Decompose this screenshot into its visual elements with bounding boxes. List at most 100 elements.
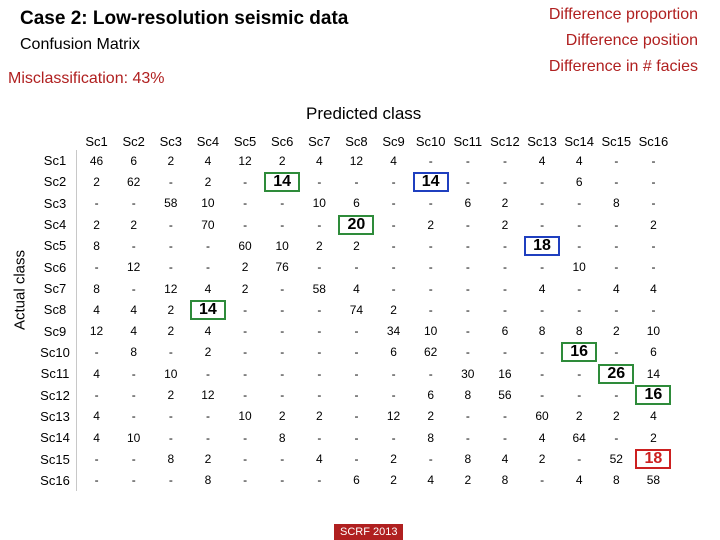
highlighted-value: 26 — [598, 363, 635, 384]
row-header-divider — [76, 150, 77, 491]
matrix-cell: 14 — [412, 171, 449, 192]
note-difference-facies: Difference in # facies — [548, 58, 698, 75]
matrix-cell: - — [131, 366, 136, 381]
matrix-cell: 70 — [201, 217, 215, 232]
matrix-cell: 10 — [164, 366, 178, 381]
matrix-cell: - — [614, 174, 619, 189]
highlighted-value: 14 — [264, 171, 301, 192]
matrix-cell: 8 — [612, 196, 620, 211]
matrix-cell: - — [354, 260, 359, 275]
matrix-cell: - — [131, 409, 136, 424]
matrix-cell: - — [540, 345, 545, 360]
matrix-cell: - — [280, 366, 285, 381]
matrix-cell: 2 — [315, 409, 323, 424]
matrix-cell: 4 — [427, 473, 435, 488]
matrix-cell: 4 — [315, 153, 323, 168]
matrix-cell: 4 — [130, 324, 138, 339]
matrix-cell: 12 — [386, 409, 401, 424]
matrix-cell: - — [651, 196, 656, 211]
matrix-cell: 10 — [238, 409, 252, 424]
matrix-cell: - — [391, 366, 396, 381]
matrix-cell: 2 — [650, 430, 657, 445]
matrix-cell: 8 — [464, 388, 472, 403]
matrix-cell: - — [651, 260, 656, 275]
matrix-cell: 2 — [538, 452, 546, 467]
matrix-cell: 2 — [278, 153, 286, 168]
row-header: Sc9 — [43, 323, 67, 339]
row-header: Sc16 — [40, 472, 70, 488]
matrix-cell: - — [540, 302, 545, 317]
matrix-cell: - — [391, 217, 396, 232]
matrix-cell: - — [243, 345, 248, 360]
actual-class-label: Actual class — [11, 249, 29, 331]
matrix-cell: 58 — [646, 473, 661, 488]
matrix-cell: 16 — [635, 384, 672, 406]
matrix-cell: - — [168, 409, 173, 424]
highlighted-value: 16 — [635, 385, 672, 406]
matrix-cell: 8 — [575, 324, 583, 339]
matrix-cell: 8 — [501, 473, 509, 488]
matrix-cell: 2 — [93, 174, 100, 189]
matrix-cell: 2 — [427, 409, 435, 424]
matrix-cell: 58 — [312, 281, 326, 296]
matrix-cell: 18 — [524, 235, 561, 256]
matrix-cell: - — [391, 260, 396, 275]
matrix-cell: - — [651, 238, 656, 253]
matrix-cell: 2 — [204, 174, 212, 189]
matrix-cell: 20 — [338, 214, 375, 235]
matrix-cell: 26 — [598, 363, 635, 384]
matrix-cell: - — [577, 452, 582, 467]
matrix-cell: 4 — [501, 452, 509, 467]
matrix-cell: 4 — [575, 473, 583, 488]
matrix-cell: - — [391, 281, 396, 296]
matrix-cell: - — [94, 388, 99, 403]
column-header: Sc16 — [638, 134, 669, 149]
matrix-cell: - — [280, 281, 285, 296]
matrix-cell: 18 — [635, 448, 672, 470]
matrix-cell: 4 — [650, 409, 657, 424]
matrix-cell: 4 — [204, 281, 212, 296]
matrix-cell: - — [354, 174, 359, 189]
row-header: Sc1 — [43, 153, 67, 169]
row-headers: Sc1 Sc2 Sc3 Sc4 Sc5 Sc6 Sc7 Sc8 Sc9 Sc10 Sc11 Sc12 S… — [34, 150, 76, 491]
matrix-cell: - — [391, 238, 396, 253]
matrix-cell: - — [614, 153, 619, 168]
matrix-cell: - — [465, 174, 470, 189]
matrix-cell: - — [540, 217, 545, 232]
matrix-cell: - — [205, 409, 210, 424]
matrix-cell: 2 — [464, 473, 472, 488]
row-header: Sc3 — [43, 195, 67, 211]
matrix-cell: - — [354, 409, 359, 424]
matrix-cell: - — [577, 302, 582, 317]
column-headers: Sc1 Sc2 Sc3 Sc4 Sc5 Sc6 Sc7 Sc8 Sc9 Sc10 Sc11 Sc12 S… — [78, 132, 672, 152]
matrix-cell: - — [428, 281, 433, 296]
matrix-cell: - — [354, 324, 359, 339]
column-header: Sc9 — [382, 134, 405, 149]
matrix-cell: 60 — [535, 409, 549, 424]
matrix-cell: - — [280, 324, 285, 339]
matrix-cell: - — [280, 196, 285, 211]
matrix-cell: 14 — [189, 299, 226, 320]
column-header: Sc10 — [415, 134, 446, 149]
matrix-cell: 10 — [572, 260, 586, 275]
matrix-cell: 6 — [390, 345, 397, 360]
matrix-cell: 4 — [93, 366, 100, 381]
matrix-cell: 2 — [315, 238, 323, 253]
row-header: Sc10 — [40, 344, 70, 360]
matrix-cell: - — [243, 217, 248, 232]
matrix-cell: - — [280, 345, 285, 360]
matrix-cell: 64 — [572, 430, 586, 445]
matrix-cell: - — [391, 388, 396, 403]
matrix-cell: 2 — [353, 238, 360, 253]
matrix-cell: 46 — [89, 153, 104, 168]
column-header: Sc3 — [159, 134, 183, 149]
row-header: Sc5 — [43, 238, 67, 254]
matrix-cell: 12 — [164, 281, 178, 296]
matrix-cell: 4 — [612, 281, 620, 296]
column-header: Sc11 — [453, 134, 483, 149]
matrix-cell: 2 — [612, 324, 620, 339]
matrix-cell: - — [540, 473, 545, 488]
matrix-cell: - — [502, 409, 507, 424]
matrix-cell: 2 — [241, 281, 249, 296]
matrix-cell: 2 — [390, 452, 397, 467]
